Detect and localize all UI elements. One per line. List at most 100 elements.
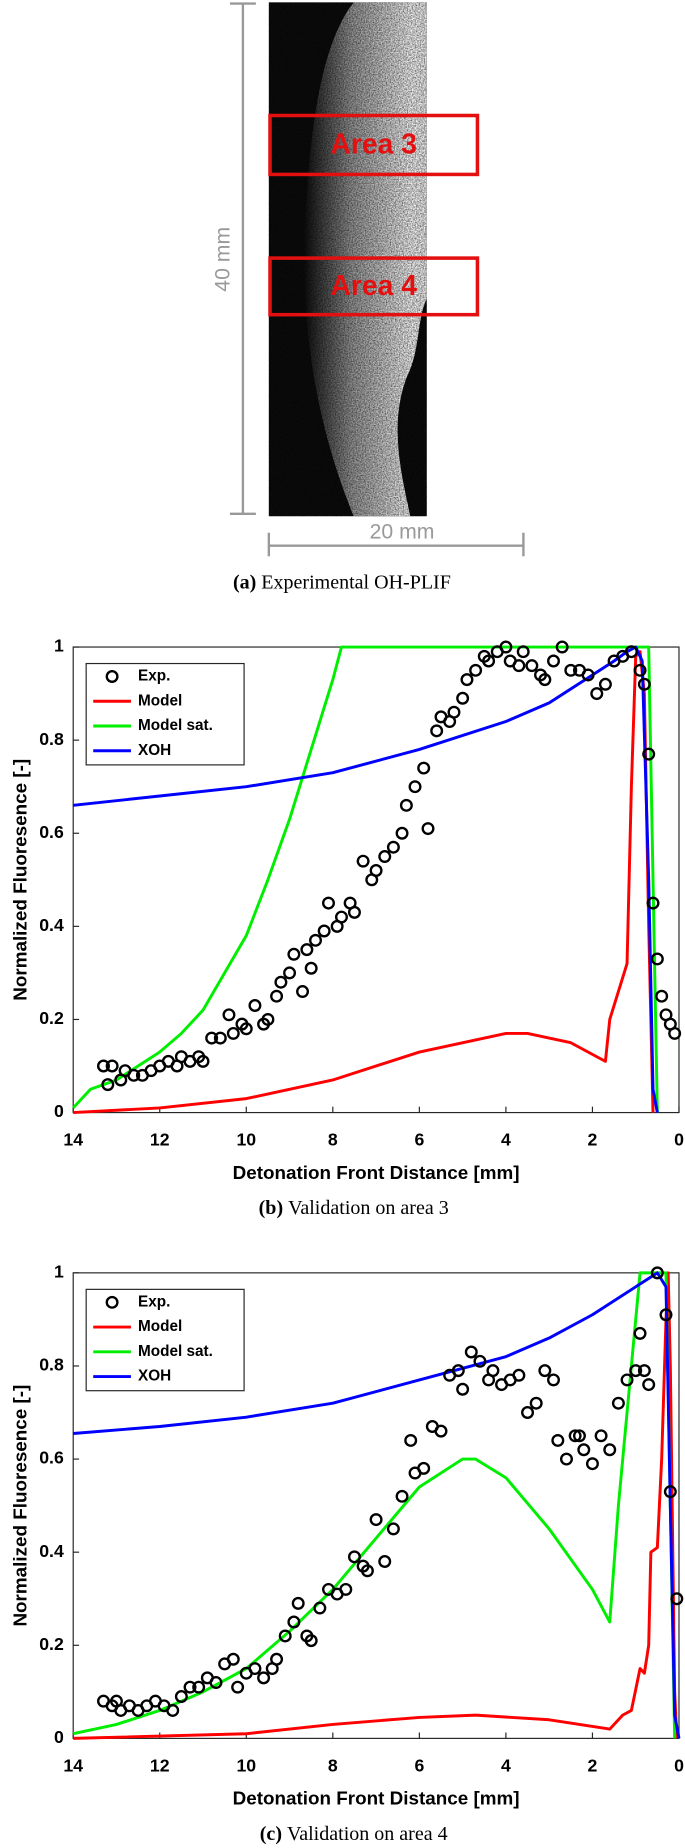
- chart: 14 12 10 8 6 4 2 0 0 0.2 0.4 0.6 0.8 1 Detonation Fron…: [9, 1262, 684, 1845]
- data-point: [248, 1662, 262, 1676]
- data-point: [633, 663, 647, 677]
- data-point: [347, 905, 361, 919]
- data-point: [360, 1564, 374, 1578]
- area-label: Area 4: [331, 269, 418, 301]
- legend-label: Model: [138, 1318, 182, 1335]
- x-tick-label: 8: [328, 1755, 338, 1775]
- data-point: [659, 1308, 673, 1322]
- x-tick-label: 6: [414, 1755, 424, 1775]
- area-box: [268, 113, 480, 177]
- data-point: [270, 1652, 284, 1666]
- plif-image: Area 3 Area 4 40 mm 20 mm (a) Experiment…: [212, 2, 525, 593]
- data-point: [287, 1615, 301, 1629]
- data-point: [226, 1652, 240, 1666]
- data-point: [551, 1433, 565, 1447]
- data-point: [650, 952, 664, 966]
- data-point: [469, 663, 483, 677]
- data-point: [408, 780, 422, 794]
- data-point: [568, 1429, 582, 1443]
- legend-label: Exp.: [138, 668, 170, 685]
- data-point: [521, 1406, 535, 1419]
- data-point: [304, 1634, 318, 1648]
- data-point: [231, 1680, 245, 1694]
- legend-box: [85, 1288, 245, 1392]
- data-point: [270, 989, 284, 1003]
- legend-label: Model: [138, 692, 182, 709]
- data-point: [261, 1012, 275, 1026]
- data-point: [456, 1382, 470, 1396]
- data-point: [274, 975, 288, 989]
- data-point: [663, 1485, 677, 1499]
- y-tick-label: 0.4: [39, 1541, 64, 1561]
- data-point: [239, 1022, 253, 1036]
- caption: (b) Validation on area 3: [259, 1197, 449, 1219]
- data-point: [642, 747, 656, 761]
- data-point: [386, 1522, 400, 1536]
- data-point: [395, 826, 409, 840]
- data-point: [356, 854, 370, 868]
- series-line: [73, 1271, 681, 1739]
- area-label: Area 3: [331, 128, 417, 160]
- y-tick-label: 0.2: [39, 1634, 64, 1654]
- data-point: [529, 1396, 543, 1410]
- data-point: [127, 1068, 141, 1082]
- y-tick-label: 1: [54, 1262, 64, 1282]
- data-point: [655, 989, 669, 1003]
- caption: (c) Validation on area 4: [260, 1823, 448, 1845]
- data-point: [430, 724, 444, 738]
- data-point: [646, 896, 660, 910]
- data-point: [205, 1031, 219, 1045]
- data-point: [404, 1433, 418, 1447]
- data-point: [291, 1596, 305, 1610]
- data-point: [386, 840, 400, 854]
- y-axis-label: Normalized Fluoresence [-]: [9, 759, 30, 1001]
- x-tick-label: 10: [236, 1755, 256, 1775]
- data-point: [555, 640, 569, 654]
- y-tick-label: 0: [54, 1727, 64, 1747]
- area-box: [268, 256, 480, 317]
- data-point: [417, 1461, 431, 1475]
- x-tick-label: 12: [150, 1130, 170, 1150]
- legend-marker: [105, 1295, 119, 1309]
- y-tick-label: 0.2: [39, 1008, 64, 1028]
- data-point: [538, 673, 552, 687]
- data-point: [278, 1629, 292, 1643]
- x-axis-label: Detonation Front Distance [mm]: [233, 1162, 520, 1183]
- data-point: [226, 1026, 240, 1040]
- data-point: [283, 966, 297, 980]
- data-point: [347, 1550, 361, 1564]
- data-point: [378, 1555, 392, 1568]
- data-point: [313, 1601, 327, 1615]
- y-tick-label: 1: [54, 636, 64, 656]
- data-point: [456, 691, 470, 705]
- data-point: [577, 1443, 591, 1457]
- caption-label: (b): [259, 1197, 283, 1219]
- data-point: [633, 1326, 647, 1340]
- data-point: [417, 761, 431, 775]
- data-point: [650, 1266, 664, 1280]
- legend-label: Model sat.: [138, 1343, 213, 1360]
- data-point: [525, 659, 539, 673]
- y-tick-label: 0.6: [39, 1448, 64, 1468]
- data-point: [572, 1429, 586, 1443]
- data-point: [196, 1054, 210, 1068]
- caption-text: Validation on area 4: [287, 1823, 448, 1845]
- data-point: [309, 933, 322, 947]
- data-point: [434, 1424, 448, 1438]
- data-point: [564, 663, 578, 677]
- data-point: [257, 1671, 271, 1685]
- data-point: [590, 687, 604, 701]
- data-point: [369, 864, 383, 877]
- data-point: [559, 1452, 573, 1466]
- data-point: [598, 677, 612, 691]
- legend-label: XOH: [138, 1368, 171, 1385]
- data-point: [581, 668, 595, 682]
- data-point: [637, 677, 651, 691]
- x-tick-label: 10: [236, 1130, 256, 1150]
- data-point: [668, 1026, 682, 1040]
- chart: 14 12 10 8 6 4 2 0 0 0.2 0.4 0.6 0.8 1 Detonation Fron…: [9, 636, 684, 1219]
- data-point: [222, 1008, 236, 1022]
- x-tick-label: 2: [588, 1130, 598, 1150]
- data-point: [322, 896, 335, 910]
